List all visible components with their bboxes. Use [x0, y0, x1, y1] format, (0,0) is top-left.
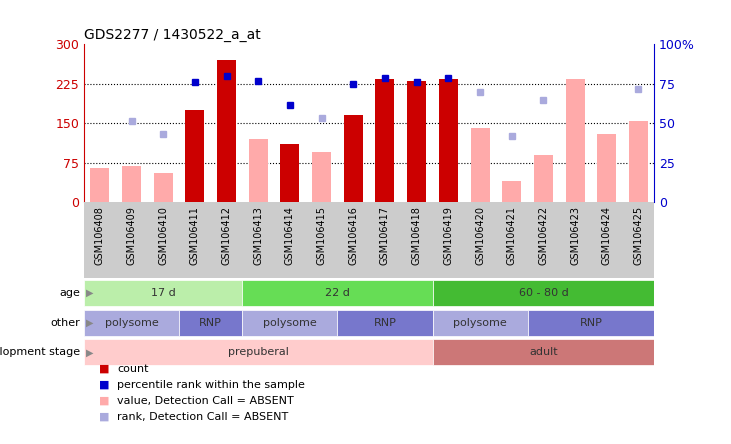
Bar [439, 79, 458, 202]
Text: GSM106424: GSM106424 [602, 206, 612, 265]
Text: GSM106412: GSM106412 [221, 206, 232, 265]
Bar [534, 155, 553, 202]
Text: ■: ■ [99, 412, 109, 422]
Bar [122, 166, 141, 202]
Bar [84, 280, 243, 306]
Bar [154, 173, 173, 202]
Bar [243, 280, 433, 306]
Text: RNP: RNP [200, 317, 222, 328]
Text: GSM106416: GSM106416 [348, 206, 358, 265]
Text: GSM106423: GSM106423 [570, 206, 580, 265]
Text: rank, Detection Call = ABSENT: rank, Detection Call = ABSENT [117, 412, 288, 422]
Text: ▶: ▶ [86, 317, 93, 328]
Bar [597, 134, 616, 202]
Text: 60 - 80 d: 60 - 80 d [518, 288, 568, 298]
Text: RNP: RNP [580, 317, 602, 328]
Text: GSM106409: GSM106409 [126, 206, 137, 265]
Bar [407, 81, 426, 202]
Text: GDS2277 / 1430522_a_at: GDS2277 / 1430522_a_at [84, 28, 261, 42]
Text: development stage: development stage [0, 347, 80, 357]
Text: count: count [117, 364, 148, 374]
Bar [243, 309, 338, 336]
Bar [502, 181, 521, 202]
Bar [281, 144, 300, 202]
Text: GSM106419: GSM106419 [443, 206, 453, 265]
Bar [186, 110, 205, 202]
Bar [344, 115, 363, 202]
Text: GSM106414: GSM106414 [285, 206, 295, 265]
Text: GSM106422: GSM106422 [538, 206, 548, 265]
Text: 22 d: 22 d [325, 288, 350, 298]
Bar [84, 309, 179, 336]
Text: GSM106415: GSM106415 [317, 206, 327, 265]
Text: GSM106410: GSM106410 [158, 206, 168, 265]
Bar [566, 79, 585, 202]
Bar [433, 309, 528, 336]
Text: polysome: polysome [105, 317, 159, 328]
Bar [249, 139, 268, 202]
Bar [433, 339, 654, 365]
Text: 17 d: 17 d [151, 288, 175, 298]
Text: value, Detection Call = ABSENT: value, Detection Call = ABSENT [117, 396, 294, 406]
Text: percentile rank within the sample: percentile rank within the sample [117, 380, 305, 390]
Text: prepuberal: prepuberal [228, 347, 289, 357]
Text: ■: ■ [99, 364, 109, 374]
Text: polysome: polysome [453, 317, 507, 328]
Bar [629, 121, 648, 202]
Bar [312, 152, 331, 202]
Text: GSM106418: GSM106418 [412, 206, 422, 265]
Text: GSM106411: GSM106411 [190, 206, 200, 265]
Text: ■: ■ [99, 396, 109, 406]
Bar [338, 309, 433, 336]
Text: GSM106421: GSM106421 [507, 206, 517, 265]
Text: adult: adult [529, 347, 558, 357]
Bar [376, 79, 395, 202]
Text: GSM106420: GSM106420 [475, 206, 485, 265]
Text: RNP: RNP [374, 317, 396, 328]
Text: age: age [59, 288, 80, 298]
Text: GSM106413: GSM106413 [253, 206, 263, 265]
Bar [179, 309, 243, 336]
Bar [84, 339, 433, 365]
Bar [528, 309, 654, 336]
Text: ▶: ▶ [86, 347, 93, 357]
Bar [217, 60, 236, 202]
Text: ▶: ▶ [86, 288, 93, 298]
Text: GSM106417: GSM106417 [380, 206, 390, 265]
Bar [91, 168, 110, 202]
Text: other: other [50, 317, 80, 328]
Text: GSM106408: GSM106408 [95, 206, 105, 265]
Text: ■: ■ [99, 380, 109, 390]
Bar [471, 128, 490, 202]
Bar [433, 280, 654, 306]
Text: polysome: polysome [263, 317, 317, 328]
Text: GSM106425: GSM106425 [633, 206, 643, 265]
